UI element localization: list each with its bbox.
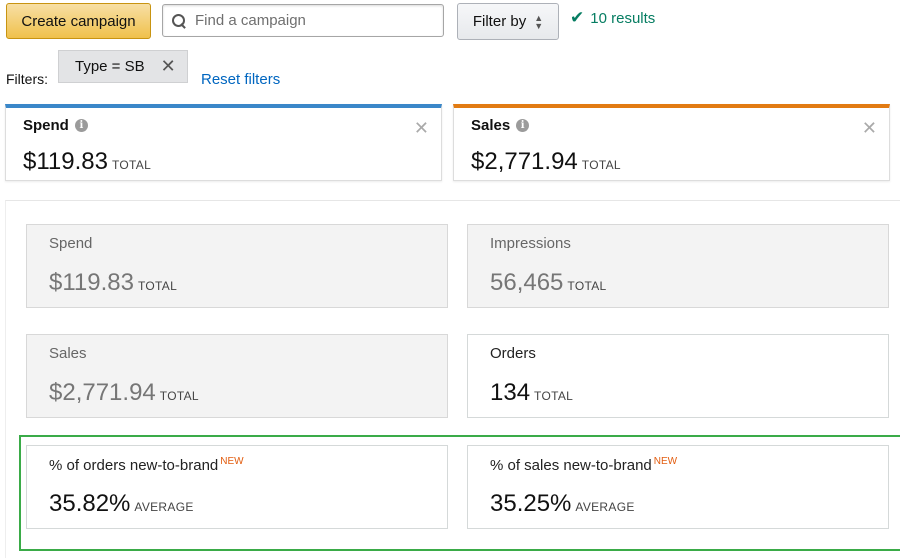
new-badge: NEW	[220, 456, 244, 467]
metric-card-sales[interactable]: Sales $2,771.94 TOTAL	[26, 334, 448, 418]
new-to-brand-highlight	[19, 435, 900, 551]
metric-card-impressions[interactable]: Impressions 56,465 TOTAL	[467, 224, 889, 308]
metric-card-sales-new-to-brand[interactable]: % of sales new-to-brand NEW 35.25% AVERAGE	[467, 445, 889, 529]
close-icon[interactable]: ✕	[160, 56, 176, 76]
metric-suffix: TOTAL	[111, 158, 152, 172]
metric-card-orders-new-to-brand[interactable]: % of orders new-to-brand NEW 35.82% AVERAG…	[26, 445, 448, 529]
check-icon: ✔	[570, 8, 585, 27]
info-icon[interactable]: i	[74, 119, 88, 132]
filters-label: Filters:	[6, 71, 48, 87]
results-text: 10 results	[590, 9, 656, 27]
metric-tile-title-text: Sales	[471, 117, 511, 134]
metric-tile-title-text: Spend	[23, 117, 69, 134]
reset-filters-link[interactable]: Reset filters	[201, 71, 281, 88]
metric-value: $2,771.94	[471, 148, 578, 175]
card-value: $119.83 TOTAL	[49, 269, 177, 297]
card-suffix: AVERAGE	[575, 500, 635, 514]
filter-chip-type: Type = SB ✕	[58, 50, 188, 83]
card-value-text: $119.83	[49, 269, 134, 296]
metric-tile-title: Spend i	[23, 117, 88, 134]
card-value-text: $2,771.94	[49, 379, 156, 406]
card-value-text: 35.25%	[490, 490, 572, 517]
card-title: Spend	[49, 235, 93, 252]
filter-by-label: Filter by	[472, 13, 527, 30]
metric-suffix: TOTAL	[581, 158, 621, 172]
card-value-text: 35.82%	[49, 490, 131, 517]
card-title: % of orders new-to-brand NEW	[49, 456, 244, 474]
metric-card-spend[interactable]: Spend $119.83 TOTAL	[26, 224, 448, 308]
card-value: 35.82% AVERAGE	[49, 490, 194, 518]
search-box	[162, 4, 444, 37]
card-title: Sales	[49, 345, 87, 362]
card-title: Impressions	[490, 235, 571, 252]
metric-tile-value: $119.83 TOTAL	[23, 148, 151, 176]
card-title-text: % of sales new-to-brand	[490, 457, 652, 474]
card-title-text: % of orders new-to-brand	[49, 457, 219, 474]
metric-value: $119.83	[23, 148, 108, 175]
metric-tile-spend[interactable]: Spend i ✕ $119.83 TOTAL	[5, 104, 442, 181]
search-input[interactable]	[195, 12, 435, 29]
card-suffix: TOTAL	[159, 389, 199, 403]
filter-by-button[interactable]: Filter by ▲ ▼	[457, 3, 559, 40]
card-value: 56,465 TOTAL	[490, 269, 606, 297]
card-title: Orders	[490, 345, 536, 362]
new-badge: NEW	[653, 456, 678, 467]
card-suffix: TOTAL	[534, 389, 574, 403]
card-value-text: 134	[490, 379, 531, 406]
metric-tile-sales[interactable]: Sales i ✕ $2,771.94 TOTAL	[453, 104, 890, 181]
card-value: $2,771.94 TOTAL	[49, 379, 199, 407]
info-icon[interactable]: i	[516, 119, 530, 132]
card-title: % of sales new-to-brand NEW	[490, 456, 677, 474]
card-suffix: TOTAL	[137, 279, 178, 293]
card-suffix: AVERAGE	[134, 500, 194, 514]
create-campaign-button[interactable]: Create campaign	[6, 3, 151, 39]
metric-card-orders[interactable]: Orders 134 TOTAL	[467, 334, 889, 418]
metric-tile-title: Sales i	[471, 117, 530, 134]
search-icon	[171, 13, 187, 29]
metric-selector-panel	[5, 200, 900, 558]
card-suffix: TOTAL	[567, 279, 607, 293]
close-icon[interactable]: ✕	[413, 118, 429, 138]
card-value: 134 TOTAL	[490, 379, 573, 407]
close-icon[interactable]: ✕	[861, 118, 877, 138]
metric-tile-value: $2,771.94 TOTAL	[471, 148, 621, 176]
updown-icon: ▲ ▼	[534, 12, 544, 31]
filter-chip-label: Type = SB	[75, 58, 145, 75]
results-count: ✔ 10 results	[570, 8, 655, 28]
card-value: 35.25% AVERAGE	[490, 490, 635, 518]
card-value-text: 56,465	[490, 269, 564, 296]
